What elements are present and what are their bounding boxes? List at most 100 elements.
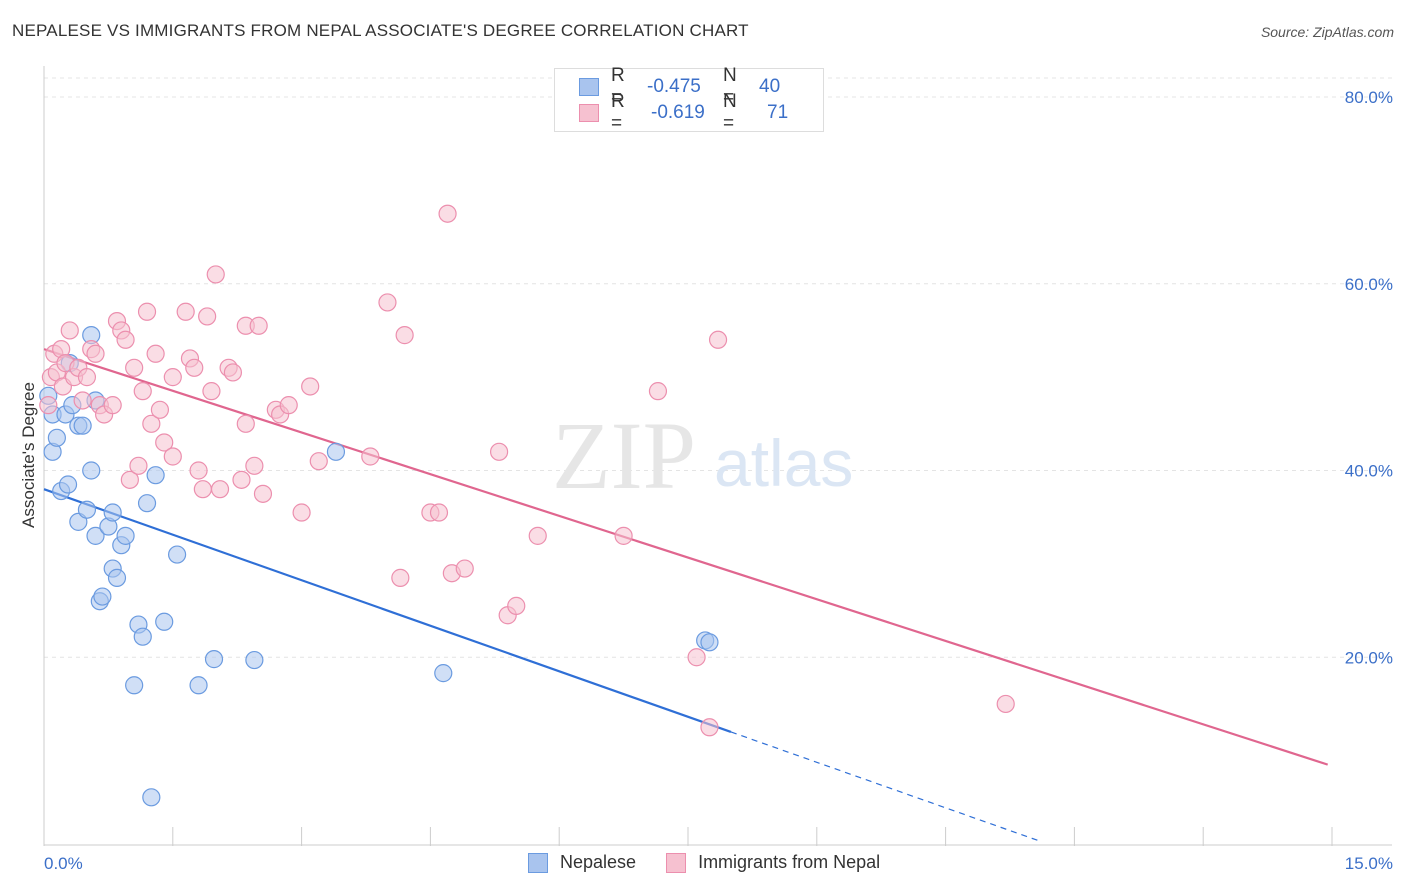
y-tick-label: 20.0% [1345,648,1393,667]
data-point [301,377,320,396]
legend-swatch-pink [666,852,687,873]
data-point [93,587,112,606]
data-point [77,368,97,387]
data-point [326,442,346,461]
legend-row-nepalese: R = -0.475 N = 40 [579,65,781,108]
data-point [210,480,230,499]
data-point [528,526,547,545]
data-point [155,612,174,631]
data-point [73,391,92,410]
data-point [58,475,78,494]
data-point [232,470,251,489]
legend-r-label: R = [611,65,625,108]
data-point [155,433,174,452]
watermark: ZIP atlas [552,402,853,509]
data-points [39,204,1015,807]
data-point [253,484,273,503]
data-point [120,470,139,489]
legend-n-value: 40 [759,76,781,97]
data-point [489,442,509,461]
data-point [700,633,719,652]
data-point [193,480,212,499]
data-point [137,302,157,321]
correlation-legend: R = -0.475 N = 40 R = -0.619 N = 71 [554,65,824,134]
y-axis-label: Associate's Degree [19,382,38,528]
data-point [245,456,264,475]
data-point [86,526,105,545]
data-point [185,358,204,377]
data-point [996,694,1015,714]
data-point [378,293,397,312]
legend-n-label: N = [723,91,737,134]
data-point [103,503,122,522]
data-point [176,302,195,321]
data-point [107,568,127,587]
data-point [438,204,457,223]
data-point [163,368,182,387]
trend-line-extension [730,731,1041,842]
data-point [391,568,410,587]
data-point [142,414,161,433]
source-label: Source: ZipAtlas.com [1260,24,1394,40]
legend-label-immigrants: Immigrants from Nepal [698,852,881,872]
data-point [507,596,526,615]
data-point [395,326,414,345]
data-point [86,344,105,363]
legend-row-immigrants: R = -0.619 N = 71 [579,91,788,134]
data-point [77,500,97,519]
data-point [146,344,165,363]
data-point [167,545,187,564]
legend-item-nepalese: Nepalese [528,852,636,873]
data-point [103,396,122,415]
x-tick-label: 15.0% [1345,854,1393,873]
legend-swatch-blue [579,78,599,96]
data-point [82,461,101,480]
x-tick-label: 0.0% [44,854,83,873]
legend-r-value: -0.475 [647,76,701,97]
legend-r-label: R = [611,91,625,134]
data-point [202,382,221,401]
y-tick-label: 60.0% [1345,275,1393,294]
data-point [687,648,706,667]
data-point [189,461,208,480]
data-point [223,363,243,382]
data-point [133,382,152,401]
legend-r-value: -0.619 [651,102,705,123]
data-point [206,265,225,284]
watermark-atlas: atlas [714,426,853,500]
series-legend: Nepalese Immigrants from Nepal [528,852,910,873]
y-tick-label: 80.0% [1345,88,1393,107]
data-point [309,452,328,471]
axes [43,66,1392,846]
data-point [125,676,144,695]
data-point [455,559,474,578]
data-point [133,627,152,646]
trend-lines [43,348,1329,842]
data-point [614,526,633,545]
data-point [279,396,298,415]
data-point [245,650,264,670]
data-point [146,466,165,485]
legend-label-nepalese: Nepalese [560,852,637,872]
data-point [198,307,217,326]
data-point [292,503,311,522]
tick-labels: 20.0% 40.0% 60.0% 80.0% 0.0% 15.0% [44,88,1393,873]
data-point [73,416,92,435]
data-point [708,330,728,349]
data-point [142,788,161,807]
data-point [204,650,224,669]
data-point [60,321,79,340]
trend-line [43,348,1329,766]
legend-item-immigrants: Immigrants from Nepal [666,852,880,873]
legend-swatch-blue [528,852,548,873]
grid-lines [44,77,1392,658]
data-point [137,494,157,513]
data-point [429,503,449,522]
data-point [434,664,453,683]
data-point [361,447,380,466]
data-point [150,400,170,419]
chart-title: NEPALESE VS IMMIGRANTS FROM NEPAL ASSOCI… [12,21,749,40]
watermark-zip: ZIP [552,402,696,509]
data-point [249,316,268,335]
data-point [125,358,144,377]
